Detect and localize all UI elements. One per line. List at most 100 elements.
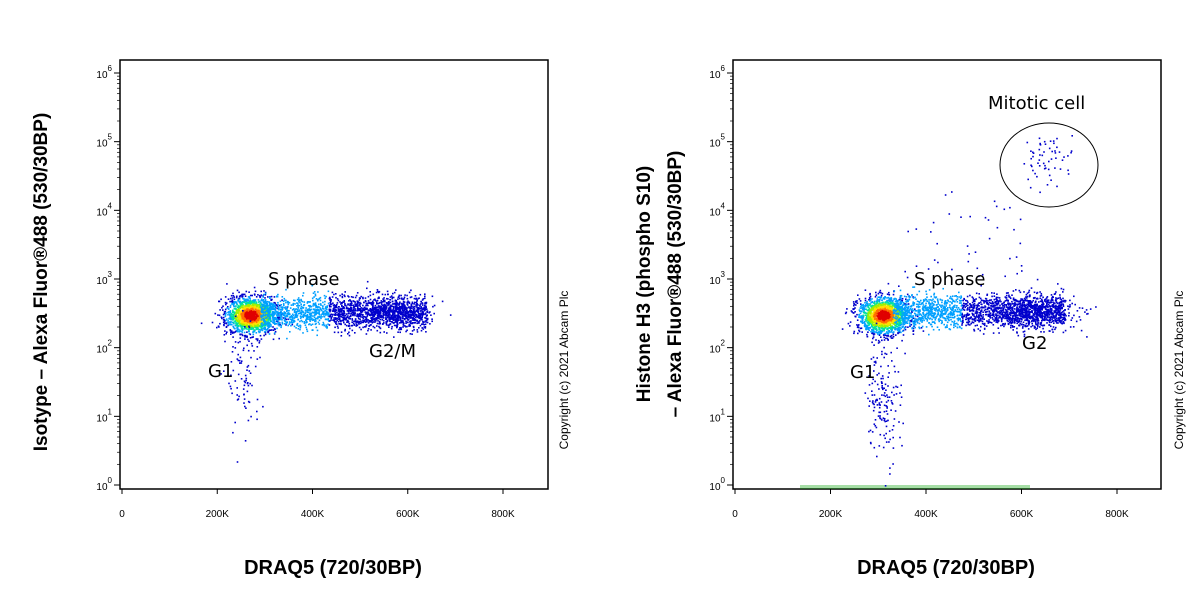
data-point <box>327 302 330 305</box>
data-point <box>340 323 342 326</box>
data-point <box>236 319 239 321</box>
data-point <box>257 330 260 333</box>
data-point <box>391 325 393 328</box>
data-point <box>365 302 368 305</box>
data-point <box>411 302 414 305</box>
data-point <box>374 298 376 301</box>
data-point <box>417 297 420 300</box>
data-point <box>363 320 365 322</box>
data-point <box>368 324 371 327</box>
data-point <box>318 312 320 314</box>
data-point <box>409 313 411 316</box>
data-point <box>398 305 401 308</box>
data-point <box>247 319 250 322</box>
data-point <box>306 315 309 317</box>
data-point <box>390 308 392 310</box>
data-point <box>228 382 230 385</box>
data-point <box>306 314 309 316</box>
data-point <box>218 300 221 303</box>
data-point <box>245 306 247 309</box>
data-point <box>417 311 419 313</box>
data-point <box>389 301 392 304</box>
data-point <box>312 299 314 302</box>
data-point <box>415 315 417 318</box>
data-point <box>338 314 340 316</box>
data-point <box>246 366 249 368</box>
data-point <box>859 316 861 319</box>
data-point <box>396 308 399 310</box>
data-point <box>886 297 888 299</box>
data-point <box>244 315 246 318</box>
data-point <box>348 309 350 311</box>
data-point <box>277 307 280 309</box>
data-point <box>868 297 871 299</box>
data-point <box>887 282 890 285</box>
data-point <box>421 312 424 315</box>
data-point <box>299 320 301 323</box>
data-point <box>328 305 331 308</box>
data-point <box>352 322 355 325</box>
data-point <box>390 295 393 297</box>
data-point <box>308 319 311 321</box>
data-point <box>247 400 250 403</box>
data-point <box>349 318 351 320</box>
data-point <box>853 332 855 335</box>
data-point <box>323 323 325 325</box>
data-point <box>347 303 349 305</box>
data-point <box>237 328 240 330</box>
data-point <box>897 304 900 306</box>
data-point <box>315 309 318 311</box>
data-point <box>379 315 381 317</box>
data-point <box>254 316 256 319</box>
data-point <box>350 296 353 298</box>
data-point <box>375 312 378 314</box>
annotation-s-phase: S phase <box>268 269 339 290</box>
data-point <box>265 313 267 316</box>
data-point <box>337 306 340 308</box>
data-point <box>380 309 383 311</box>
data-point <box>315 298 318 300</box>
data-point <box>274 323 276 325</box>
data-point <box>274 317 276 319</box>
data-point <box>858 298 861 300</box>
data-point <box>412 322 414 324</box>
data-point <box>856 300 858 302</box>
data-point <box>384 314 386 316</box>
data-point <box>868 323 871 326</box>
data-point <box>231 313 233 316</box>
data-point <box>314 314 317 316</box>
data-point <box>276 320 278 323</box>
data-point <box>865 320 867 322</box>
data-point <box>239 317 241 320</box>
data-point <box>354 320 357 322</box>
y-tick-label: 105 <box>96 133 112 150</box>
data-point <box>336 298 339 300</box>
data-point <box>234 341 237 343</box>
data-point <box>351 318 353 320</box>
data-point <box>236 461 239 463</box>
data-point <box>425 305 427 308</box>
data-point <box>315 310 317 312</box>
data-point <box>341 301 344 303</box>
data-point <box>300 299 302 302</box>
data-point <box>402 302 405 304</box>
data-point <box>343 300 345 302</box>
data-point <box>344 304 346 306</box>
data-point <box>235 308 237 310</box>
data-point <box>871 309 873 312</box>
data-point <box>331 310 334 312</box>
data-point <box>309 306 311 308</box>
data-point <box>297 297 300 299</box>
data-point <box>268 333 271 335</box>
data-point <box>265 312 267 315</box>
data-point <box>389 317 392 320</box>
data-point <box>238 323 241 325</box>
data-point <box>322 311 324 313</box>
data-point <box>246 369 248 371</box>
data-point <box>296 324 298 326</box>
data-point <box>327 312 330 315</box>
data-point <box>262 405 264 408</box>
data-point <box>865 326 868 329</box>
data-point <box>270 325 272 328</box>
